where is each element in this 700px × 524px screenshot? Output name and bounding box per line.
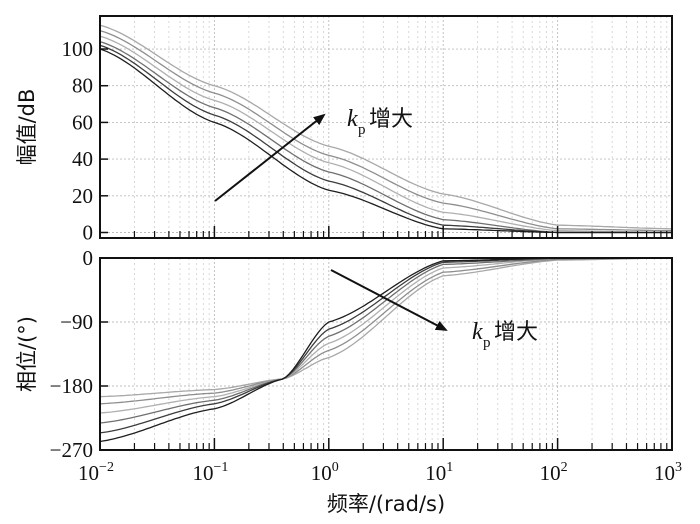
magnitude-annotation-arrow <box>214 113 326 202</box>
x-axis-title: 频率/(rad/s) <box>327 492 445 516</box>
series-line-phase-2 <box>99 257 672 405</box>
series-line-magnitude-1 <box>99 24 672 230</box>
annotation-text: 增大 <box>369 107 413 132</box>
x-tick-label: 103 <box>654 460 682 485</box>
series-line-magnitude-3 <box>99 35 672 234</box>
phase-plot-frame <box>99 257 673 451</box>
x-tick-label: 10−1 <box>192 460 228 485</box>
annotation-text: 增大 <box>494 320 538 345</box>
series-line-magnitude-4 <box>99 41 672 234</box>
magnitude-plot-frame <box>99 15 673 239</box>
x-tick-label: 102 <box>540 460 568 485</box>
y-tick-label: 0 <box>83 220 94 244</box>
y-tick-label: 40 <box>72 147 93 171</box>
series-line-phase-5 <box>99 257 672 434</box>
annotation-subscript: p <box>358 122 366 138</box>
annotation-symbol: k <box>347 106 358 132</box>
series-line-phase-3 <box>99 257 672 414</box>
series-line-magnitude-6 <box>99 48 672 234</box>
x-tick-label: 101 <box>425 460 453 485</box>
y-tick-label: −270 <box>50 438 93 462</box>
y-tick-label: 20 <box>72 184 93 208</box>
y-tick-label: 0 <box>83 246 94 270</box>
y-tick-label: −90 <box>60 310 93 334</box>
y-tick-label: −180 <box>50 374 93 398</box>
phase-axis-title: 相位/(°) <box>15 316 39 392</box>
phase-annotation-arrow <box>330 269 448 331</box>
x-tick-label: 100 <box>311 460 339 485</box>
y-tick-label: 60 <box>72 110 93 134</box>
annotation-subscript: p <box>483 335 491 351</box>
x-tick-label: 10−2 <box>78 460 114 485</box>
series-line-magnitude-2 <box>99 30 673 232</box>
y-tick-label: 80 <box>72 74 93 98</box>
series-line-phase-4 <box>99 257 672 424</box>
annotation-symbol: k <box>472 319 483 345</box>
y-tick-label: 100 <box>62 37 94 61</box>
magnitude-axis-title: 幅值/dB <box>15 89 39 166</box>
series-line-phase-6 <box>99 257 672 443</box>
series-line-phase-1 <box>99 257 672 398</box>
